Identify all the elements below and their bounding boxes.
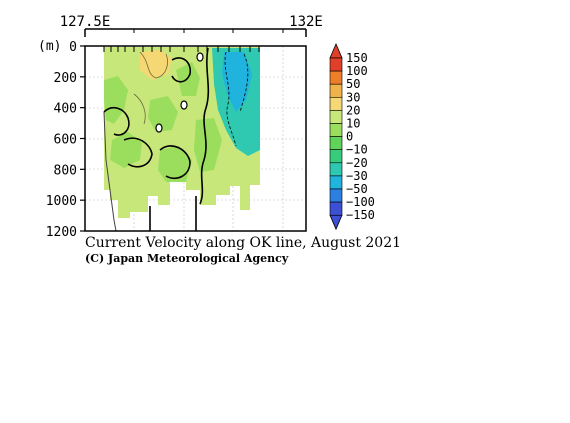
colorbar-label: 100 [346,64,368,78]
depth-tick-label: 1200 [46,225,77,240]
contour-lines-negative [224,51,249,147]
velocity-field-weak [104,62,222,182]
colorbar-label: −50 [346,182,368,196]
colorbar-label: 30 [346,90,360,104]
colorbar-label: 150 [346,51,368,65]
colorbar-segment [329,83,343,98]
colorbar-segment [329,136,343,151]
colorbar-label: 0 [346,130,353,144]
colorbar-segment [329,175,343,190]
colorbar-segment [329,57,343,72]
depth-unit-label: (m) [38,39,61,54]
velocity-field-negative-strong [222,52,252,112]
colorbar-label: −100 [346,195,375,209]
bottom-line [103,111,117,232]
contour-lines [103,47,210,231]
contour-zero-markers [155,52,204,133]
colorbar-segment [329,70,343,85]
top-tick-label-west: 127.5E [60,14,111,30]
colorbar-label: −10 [346,143,368,157]
colorbar-label: 50 [346,77,360,91]
station-ticks [103,46,260,52]
contour-lines-thin [133,51,168,125]
depth-tick-label: 200 [54,71,77,86]
plot-area [84,45,307,232]
colorbar-label: −150 [346,208,375,222]
colorbar-segment [329,188,343,203]
colorbar-label: −30 [346,169,368,183]
depth-ticks: 0 200 400 600 800 1000 1200 [46,40,85,240]
depth-tick-label: 400 [54,102,77,117]
top-tick-label-east: 132E [289,14,323,30]
colorbar-segment [329,162,343,177]
colorbar-segment [329,201,343,216]
depth-tick-label: 0 [69,40,77,55]
colorbar-label: −20 [346,156,368,170]
colorbar-segment [329,110,343,124]
colorbar-bottom-arrow [329,214,343,231]
depth-tick-label: 1000 [46,194,77,209]
colorbar-label: 20 [346,103,360,117]
chart-title: Current Velocity along OK line, August 2… [85,235,401,251]
top-axis: 127.5E 132E [60,14,323,37]
colorbar-label: 10 [346,117,360,131]
depth-tick-label: 600 [54,133,77,148]
depth-axis: (m) 0 200 400 600 800 1000 1200 [38,39,85,240]
depth-tick-label: 800 [54,163,77,178]
colorbar-top-arrow [329,42,343,59]
colorbar-segment [329,97,343,111]
chart-credit: (C) Japan Meteorological Agency [85,252,289,265]
colorbar-segment [329,149,343,164]
colorbar-segment [329,123,343,137]
